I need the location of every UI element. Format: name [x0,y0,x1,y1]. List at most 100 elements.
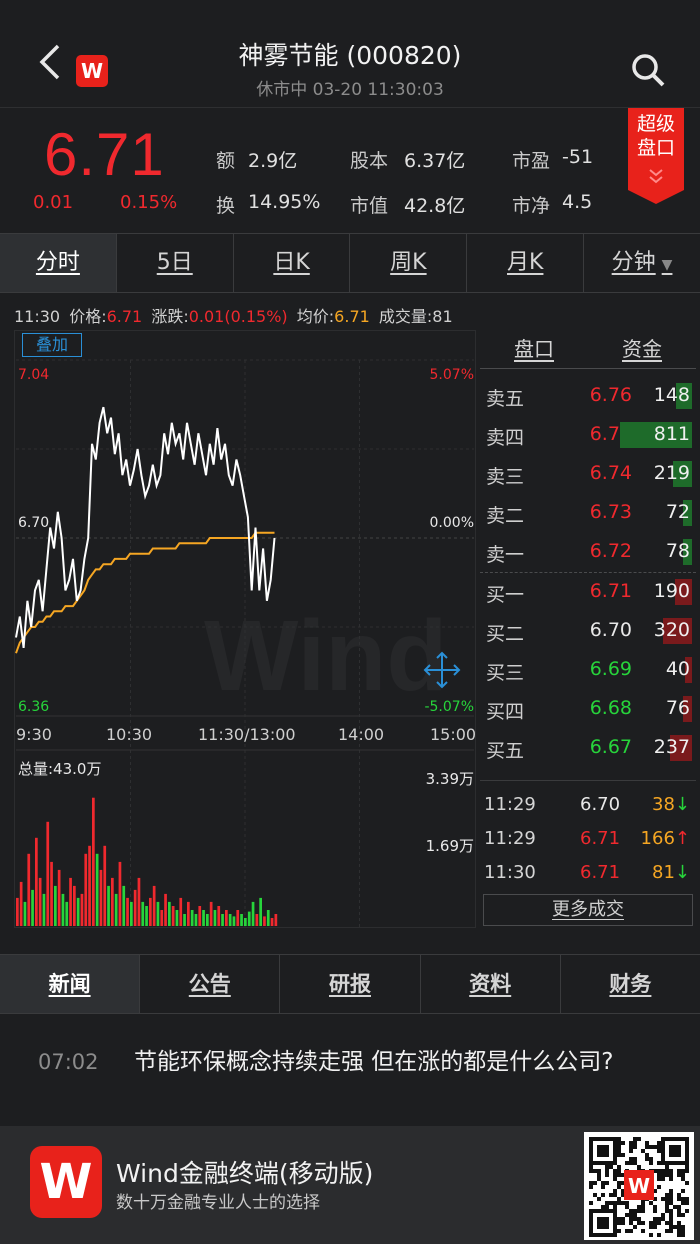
level-volume: 190 [653,580,690,602]
qr-module [653,1169,657,1173]
qr-module [677,1213,681,1217]
tab-daily-k[interactable]: 日K [234,234,351,292]
orderbook-row[interactable]: 买四 6.68 76 [480,693,694,727]
qr-module [669,1189,673,1193]
tab-minute[interactable]: 分钟 ▼ [584,234,700,292]
orderbook-row[interactable]: 买三 6.69 40 [480,654,694,688]
app-name: Wind金融终端(移动版) [116,1159,374,1188]
qr-module [629,1145,633,1149]
level-volume-bar [675,579,692,605]
qr-module [633,1137,637,1141]
pan-icon[interactable] [423,651,461,689]
volume-bar [57,869,61,926]
tab-orderbook[interactable]: 盘口 [514,337,554,361]
info-price: 6.71 [106,307,143,326]
qr-module [637,1209,641,1213]
qr-module [633,1161,637,1165]
volume-bar [130,901,133,926]
orderbook-row[interactable]: 卖三 6.74 219 [480,458,694,492]
more-trades-button[interactable]: 更多成交 [483,894,693,926]
news-tabs: 新闻 公告 研报 资料 财务 [0,954,700,1014]
app-banner [0,1126,700,1244]
orderbook-row[interactable]: 卖五 6.76 148 [480,380,694,414]
orderbook-row[interactable]: 卖二 6.73 72 [480,497,694,531]
qr-module [629,1221,633,1225]
info-time: 11:30 [14,307,61,326]
info-price-label: 价格: [69,307,107,326]
stat-value: 6.37亿 [404,150,466,172]
level-volume: 76 [665,697,690,719]
tab-announcements[interactable]: 公告 [140,955,281,1013]
qr-module [669,1217,673,1221]
volume-bar [80,893,84,926]
overlay-button[interactable]: 叠加 [22,333,82,357]
tab-research[interactable]: 研报 [280,955,421,1013]
intraday-chart[interactable] [14,330,476,928]
back-button[interactable] [28,40,68,84]
qr-module [653,1217,657,1221]
orderbook-row[interactable]: 买二 6.70 320 [480,615,694,649]
qr-module [665,1169,669,1173]
volume-bar [263,916,266,926]
volume-bar [46,821,50,926]
qr-module [597,1145,609,1157]
x-tick: 15:00 [430,725,477,744]
tab-intraday[interactable]: 分时 [0,234,117,292]
orderbook-row[interactable]: 卖一 6.72 78 [480,536,694,570]
qr-module [617,1181,621,1185]
qr-module [665,1229,669,1233]
volume-bar [209,901,213,926]
qr-module [681,1197,685,1201]
volume-bar [156,901,160,926]
tab-financials[interactable]: 财务 [609,972,652,996]
search-button[interactable] [628,50,668,90]
qr-module [601,1193,605,1197]
qr-module [617,1221,621,1225]
tab-5day[interactable]: 5日 [117,234,234,292]
qr-module [661,1169,665,1173]
qr-module [589,1165,593,1169]
qr-module [605,1201,609,1205]
qr-module [621,1221,625,1225]
period-tabs: 分时 5日 日K 周K 月K 分钟 ▼ [0,233,700,293]
qr-module [625,1229,629,1233]
super-orderbook-button[interactable]: 超级盘口 [628,108,684,204]
volume-bar [27,853,31,926]
qr-module [621,1181,625,1185]
level-label: 买三 [486,662,525,684]
stat-label: 市盈 [512,150,551,172]
qr-module [681,1201,685,1205]
qr-module [621,1153,625,1157]
volume-bar [76,897,80,926]
volume-bar [259,897,262,926]
info-avg-label: 均价: [296,307,335,326]
tab-weekly-k[interactable]: 周K [350,234,468,292]
news-title[interactable]: 节能环保概念持续走强 但在涨的都是什么公司? [134,1049,614,1075]
orderbook-row[interactable]: 买一 6.71 190 [480,576,694,610]
qr-module [677,1197,681,1201]
volume-bar [16,897,19,926]
pct-axis-bottom: -5.07% [424,699,474,715]
intraday-chart-canvas: Wind [15,359,474,928]
volume-bar [168,901,171,926]
trade-row: 11:30 6.71 81↓ [480,862,694,892]
volume-bar [228,914,232,926]
volume-bar [251,901,255,926]
level-price: 6.67 [589,736,632,758]
qr-module [629,1161,633,1165]
volume-bar [255,914,259,926]
qr-module [609,1165,613,1169]
tab-monthly-k[interactable]: 月K [467,234,585,292]
volume-bar [244,918,247,926]
qr-module [653,1189,657,1193]
news-time: 07:02 [38,1050,99,1074]
orderbook-row[interactable]: 卖四 6.75 811 [480,419,694,453]
volume-bar [103,845,107,926]
level-volume-bar [676,383,692,409]
tab-profile[interactable]: 资料 [421,955,561,1013]
qr-module [637,1217,641,1221]
tab-capital-flow[interactable]: 资金 [622,337,662,361]
qr-module [613,1177,617,1181]
orderbook-row[interactable]: 买五 6.67 237 [480,732,694,766]
tab-news[interactable]: 新闻 [0,955,141,1013]
